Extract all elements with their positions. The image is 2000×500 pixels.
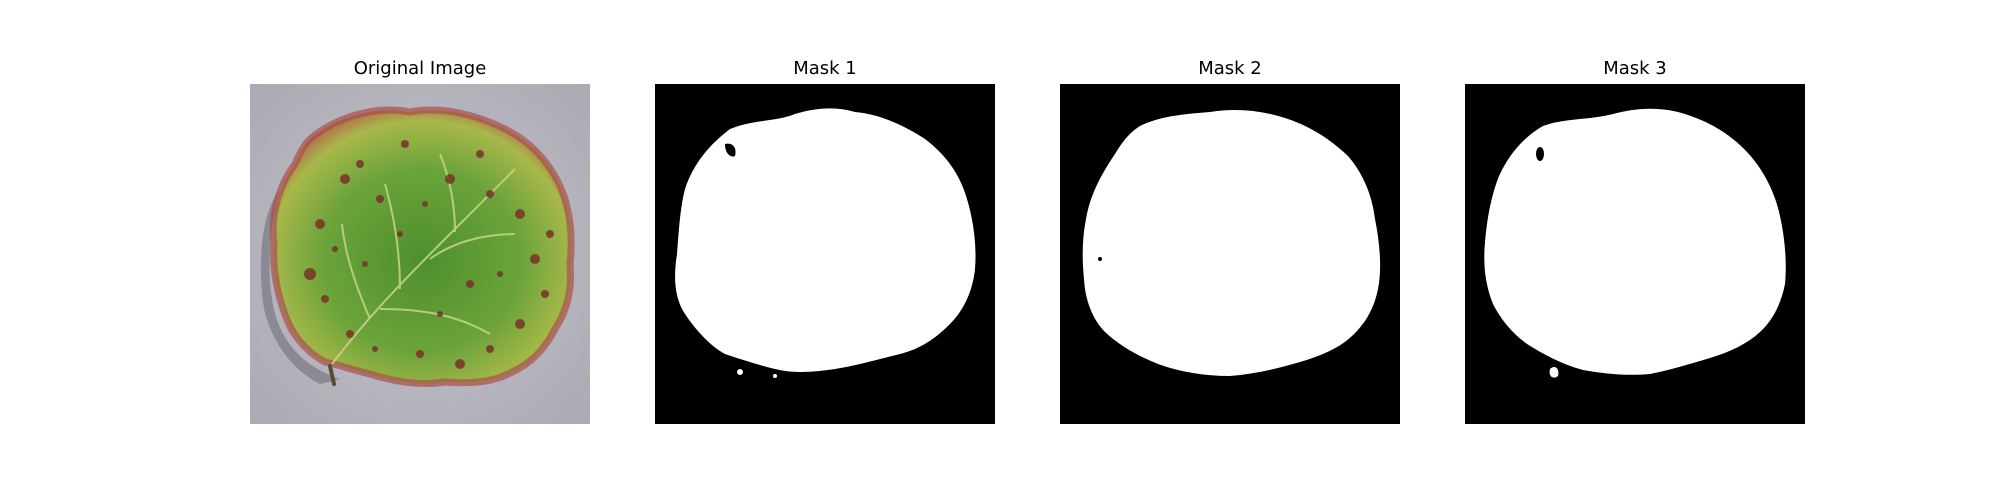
panel-mask-1: Mask 1 bbox=[655, 55, 995, 427]
mask-region bbox=[1082, 110, 1381, 376]
panel-original-image: Original Image bbox=[250, 55, 590, 427]
mask-hole bbox=[1536, 147, 1544, 161]
mask-region bbox=[675, 108, 976, 373]
mask-speck bbox=[1098, 257, 1102, 261]
panel-mask-3: Mask 3 bbox=[1465, 55, 1805, 427]
mask-speck bbox=[1130, 150, 1134, 154]
mask-speck bbox=[773, 374, 777, 378]
mask-speck bbox=[737, 369, 743, 375]
panel-title: Original Image bbox=[353, 58, 487, 79]
mask-speck bbox=[1549, 366, 1559, 378]
panel-title: Mask 3 bbox=[1603, 58, 1667, 79]
leaf-photo bbox=[250, 84, 590, 424]
mask-image bbox=[1060, 84, 1400, 424]
mask-region bbox=[1484, 108, 1786, 375]
panel-mask-2: Mask 2 bbox=[1060, 55, 1400, 427]
mask-notch bbox=[725, 143, 736, 157]
leaf-stem bbox=[328, 364, 336, 386]
leaf-spots bbox=[304, 140, 554, 369]
mask-image bbox=[655, 84, 995, 424]
panel-title: Mask 1 bbox=[793, 58, 857, 79]
leaf-body bbox=[273, 109, 572, 384]
mask-image bbox=[1465, 84, 1805, 424]
panel-title: Mask 2 bbox=[1198, 58, 1262, 79]
leaf-shadow bbox=[260, 189, 340, 384]
leaf-rim bbox=[269, 106, 575, 388]
